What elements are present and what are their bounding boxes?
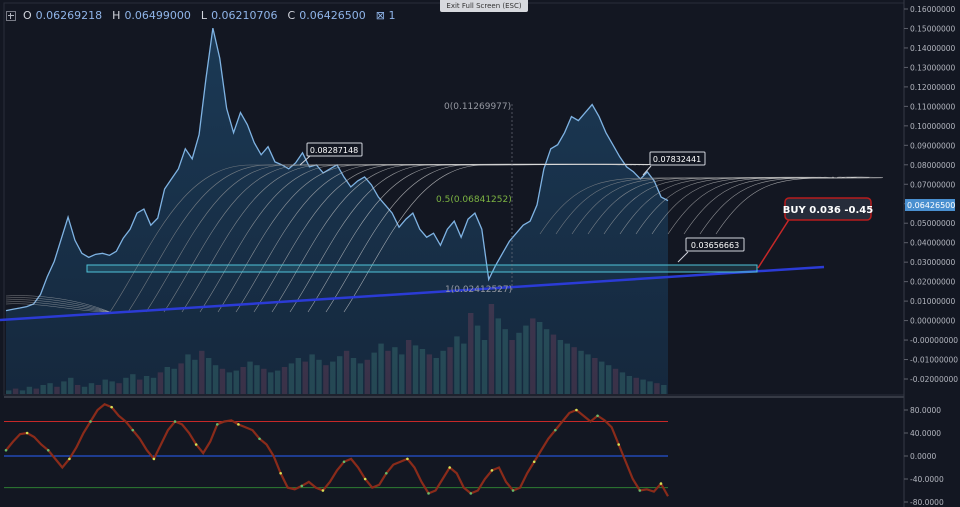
- support-label: 0.03656663: [691, 241, 739, 250]
- fan-arc: [5, 301, 111, 313]
- price-tick-label: 0.00000000: [910, 317, 956, 326]
- osc-dot: [258, 437, 261, 441]
- peak-left-callout[interactable]: 0.08287148: [299, 142, 363, 166]
- fan-arcs: [5, 163, 884, 313]
- ohlc-legend: O 0.06269218 H 0.06499000 L 0.06210706 C…: [6, 9, 401, 22]
- osc-dot: [131, 428, 135, 432]
- support-trendline[interactable]: [0, 265, 825, 322]
- osc-dot: [384, 471, 388, 475]
- osc-dot: [110, 405, 113, 409]
- price-axis[interactable]: 0.16000000 0.15000000 0.14000000 0.13000000…: [904, 5, 958, 384]
- oscillator-pane[interactable]: [4, 402, 669, 497]
- price-tick-label: 0.14000000: [910, 44, 956, 53]
- osc-dot: [68, 457, 71, 461]
- fan-arc: [5, 297, 111, 313]
- osc-dot: [152, 457, 156, 461]
- buy-label: BUY 0.036 -0.45: [783, 205, 873, 216]
- price-tick-label: 0.04000000: [910, 239, 956, 248]
- price-tick-label: 0.01000000: [910, 297, 956, 306]
- oscillator-axis: 80.0000 40.0000 0.0000 -40.0000 -80.0000: [904, 406, 944, 507]
- open-label: O: [23, 9, 32, 22]
- osc-tick-label: 0.0000: [910, 452, 936, 461]
- osc-dot: [406, 457, 409, 461]
- price-tick-label: 0.09000000: [910, 141, 956, 150]
- price-tick-label: 0.16000000: [910, 5, 956, 14]
- osc-dot: [215, 423, 219, 426]
- osc-dot: [4, 448, 8, 452]
- high-value: 0.06499000: [124, 9, 191, 22]
- fan-arc: [343, 163, 673, 313]
- expand-legend-icon[interactable]: [6, 10, 16, 21]
- osc-dot: [490, 469, 494, 472]
- low-value: 0.06210706: [211, 9, 278, 22]
- price-tick-label: 0.02000000: [910, 278, 956, 287]
- peak-right-label: 0.07832441: [653, 155, 701, 164]
- osc-dot: [638, 489, 642, 492]
- fib-level-0: 0(0.11269977): [444, 102, 511, 112]
- current-price-tag: [905, 199, 955, 211]
- price-tick-label: -0.02000000: [910, 375, 958, 384]
- fan-arc: [5, 303, 111, 313]
- osc-dot: [89, 420, 92, 423]
- open-value: 0.06269218: [35, 9, 103, 22]
- price-tick-label: -0.00000000: [910, 336, 958, 345]
- peak-left-label: 0.08287148: [310, 146, 358, 155]
- price-tick-label: 0.03000000: [910, 258, 956, 267]
- osc-dot: [46, 448, 50, 452]
- price-tick-label: 0.07000000: [910, 180, 956, 189]
- close-value: 0.06426500: [299, 9, 366, 22]
- price-area-fill: [6, 28, 668, 395]
- osc-dot: [237, 423, 240, 426]
- osc-dot: [300, 484, 304, 488]
- price-tick-label: 0.12000000: [910, 83, 956, 92]
- price-tick-label: 0.08000000: [910, 161, 956, 170]
- support-callout[interactable]: 0.03656663: [677, 237, 745, 263]
- price-tick-label: 0.13000000: [910, 63, 956, 72]
- close-label: C: [287, 9, 296, 22]
- osc-dot: [173, 420, 177, 423]
- fib-level-half: 0.5(0.06841252): [436, 195, 512, 205]
- indicator-count[interactable]: ⊠ 1: [375, 9, 396, 22]
- osc-dot: [342, 460, 346, 464]
- osc-dot: [532, 460, 536, 464]
- fan-arc: [5, 295, 111, 313]
- osc-dot: [617, 443, 621, 446]
- current-price-label: 0.06426500: [907, 201, 955, 210]
- osc-tick-label: -80.0000: [910, 498, 944, 507]
- osc-dot: [554, 428, 557, 432]
- osc-dot: [575, 408, 578, 412]
- price-tick-label: 0.11000000: [910, 102, 956, 111]
- osc-tick-label: 40.0000: [910, 429, 941, 438]
- osc-tick-label: 80.0000: [910, 406, 941, 415]
- high-label: H: [112, 9, 121, 22]
- osc-dot: [448, 466, 451, 469]
- osc-tick-label: -40.0000: [910, 475, 944, 484]
- osc-dot: [469, 492, 473, 495]
- osc-dot: [596, 414, 599, 418]
- osc-dot: [321, 489, 325, 492]
- price-tick-label: 0.15000000: [910, 24, 956, 33]
- fan-arc: [715, 176, 884, 235]
- osc-dot: [363, 477, 367, 481]
- fib-level-1: 1(0.02412527): [445, 285, 512, 295]
- osc-dot: [279, 471, 282, 475]
- fan-arc: [5, 299, 111, 313]
- price-tick-label: -0.01000000: [910, 356, 958, 365]
- price-tick-label: 0.10000000: [910, 122, 956, 131]
- exit-fullscreen-button[interactable]: Exit Full Screen (ESC): [440, 0, 528, 12]
- osc-dot: [25, 431, 29, 435]
- peak-right-callout[interactable]: 0.07832441: [642, 151, 706, 176]
- buy-callout[interactable]: BUY 0.036 -0.45: [757, 197, 873, 269]
- osc-dot: [194, 443, 198, 446]
- price-area: [5, 27, 669, 395]
- osc-dot: [511, 489, 515, 492]
- low-label: L: [200, 9, 208, 22]
- osc-dot: [427, 492, 430, 495]
- price-tick-label: 0.05000000: [910, 219, 956, 228]
- support-zone[interactable]: [86, 264, 758, 273]
- osc-dot: [659, 482, 663, 485]
- osc-line: [5, 402, 669, 497]
